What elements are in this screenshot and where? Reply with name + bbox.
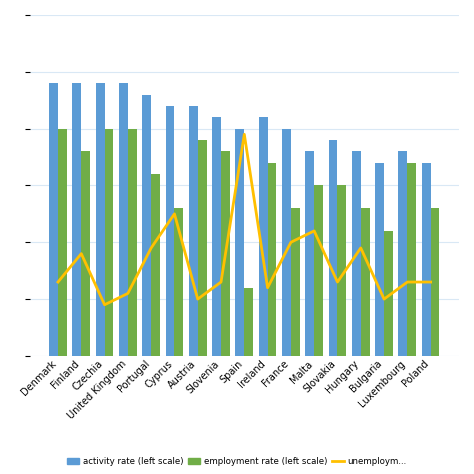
Bar <box>221 151 230 474</box>
Bar <box>431 208 439 474</box>
Bar <box>198 140 207 474</box>
Bar <box>268 163 276 474</box>
Bar <box>314 185 323 474</box>
Bar <box>384 231 393 474</box>
Bar <box>142 94 151 474</box>
Bar <box>212 117 221 474</box>
Bar <box>259 117 268 474</box>
Bar <box>375 163 384 474</box>
Bar <box>407 163 416 474</box>
Bar <box>282 128 291 474</box>
Bar <box>236 128 244 474</box>
Legend: activity rate (left scale), employment rate (left scale), unemploym...: activity rate (left scale), employment r… <box>64 454 410 470</box>
Bar <box>291 208 300 474</box>
Bar <box>361 208 370 474</box>
Bar <box>49 83 58 474</box>
Bar <box>189 106 198 474</box>
Bar <box>128 128 137 474</box>
Bar <box>96 83 105 474</box>
Bar <box>73 83 81 474</box>
Bar <box>352 151 361 474</box>
Bar <box>119 83 128 474</box>
Bar <box>174 208 183 474</box>
Bar <box>58 128 67 474</box>
Bar <box>422 163 431 474</box>
Bar <box>337 185 346 474</box>
Bar <box>81 151 90 474</box>
Bar <box>105 128 113 474</box>
Bar <box>305 151 314 474</box>
Bar <box>151 174 160 474</box>
Bar <box>165 106 174 474</box>
Bar <box>399 151 407 474</box>
Bar <box>328 140 337 474</box>
Bar <box>244 288 253 474</box>
